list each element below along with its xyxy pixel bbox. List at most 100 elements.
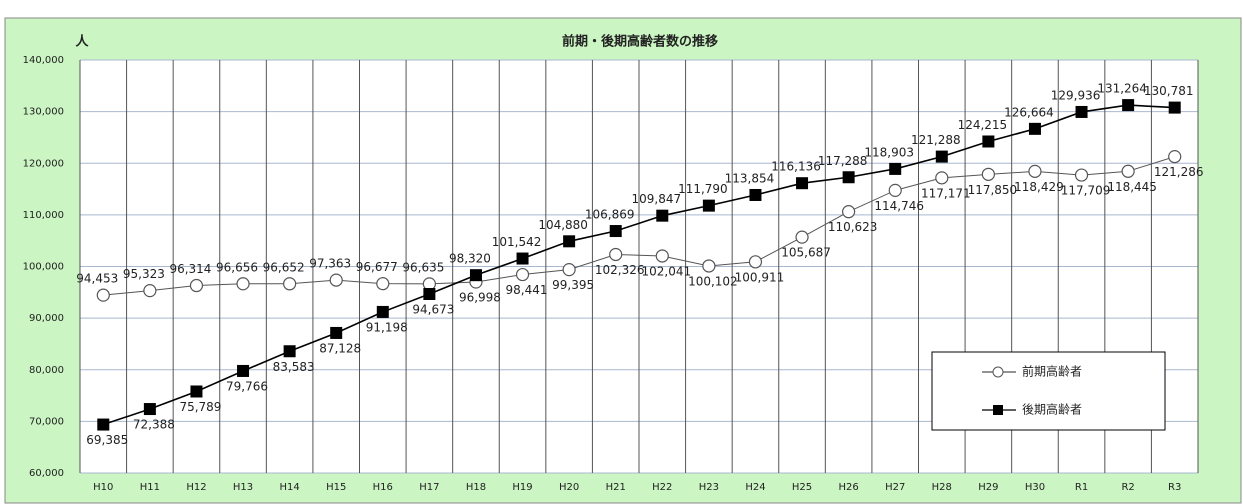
point — [795, 230, 809, 244]
value-label: 116,136 — [771, 160, 821, 174]
legend-box — [931, 351, 1166, 431]
value-label: 118,903 — [864, 145, 914, 159]
value-label: 106,869 — [585, 208, 635, 222]
value-label: 118,429 — [1014, 180, 1064, 194]
x-tick-label: H10 — [93, 482, 113, 493]
point — [889, 162, 902, 175]
value-label: 102,326 — [595, 263, 645, 277]
x-tick-label: H26 — [839, 482, 859, 493]
y-tick-label: 100,000 — [23, 262, 64, 273]
point — [189, 278, 204, 293]
point — [563, 235, 576, 248]
value-label: 75,789 — [179, 400, 221, 414]
point — [96, 288, 110, 302]
point — [655, 249, 669, 263]
value-label: 118,445 — [1107, 180, 1157, 194]
point — [190, 385, 203, 398]
y-tick-label: 60,000 — [29, 468, 64, 479]
value-label: 96,998 — [459, 290, 501, 304]
x-tick-label: H12 — [186, 482, 206, 493]
point — [702, 259, 716, 273]
point — [1075, 105, 1088, 118]
x-tick-label: H13 — [233, 482, 253, 493]
value-label: 96,652 — [263, 260, 305, 274]
value-label: 102,041 — [641, 264, 691, 278]
legend-marker — [992, 366, 1004, 378]
value-label: 117,709 — [1061, 184, 1111, 198]
x-tick-label: H29 — [978, 482, 998, 493]
value-label: 96,635 — [402, 260, 444, 274]
value-label: 99,395 — [552, 278, 594, 292]
x-tick-label: H11 — [140, 482, 160, 493]
value-label: 101,542 — [492, 235, 542, 249]
value-label: 87,128 — [319, 341, 361, 355]
x-tick-label: H20 — [559, 482, 579, 493]
legend-label: 後期高齢者 — [1022, 402, 1082, 417]
value-label: 126,664 — [1004, 105, 1054, 119]
value-label: 130,781 — [1144, 84, 1194, 98]
value-label: 129,936 — [1051, 88, 1101, 102]
point — [1074, 168, 1089, 182]
point — [1168, 150, 1182, 164]
value-label: 94,673 — [412, 303, 454, 317]
value-label: 96,677 — [356, 260, 398, 274]
value-label: 124,215 — [958, 118, 1008, 132]
legend-label: 前期高齢者 — [1022, 364, 1082, 379]
point — [935, 171, 949, 185]
point — [515, 267, 530, 282]
legend-marker — [993, 405, 1003, 415]
value-label: 121,286 — [1154, 165, 1204, 179]
chart-title: 前期・後期高齢者数の推移 — [562, 34, 718, 50]
value-label: 69,385 — [86, 433, 128, 447]
point — [97, 418, 110, 431]
point — [609, 247, 623, 262]
point — [1028, 164, 1042, 178]
point — [1028, 122, 1041, 135]
value-label: 96,314 — [169, 262, 211, 276]
point — [842, 205, 856, 219]
value-label: 117,288 — [818, 154, 868, 168]
x-tick-label: H14 — [280, 482, 300, 493]
point — [143, 403, 156, 416]
x-tick-label: H18 — [466, 482, 486, 493]
value-label: 117,850 — [968, 183, 1018, 197]
value-label: 91,198 — [366, 320, 408, 334]
point — [982, 135, 995, 148]
value-label: 100,911 — [735, 270, 785, 284]
x-tick-label: H16 — [373, 482, 393, 493]
point — [516, 252, 529, 265]
x-tick-label: H17 — [419, 482, 439, 493]
series-line — [103, 156, 1175, 296]
x-tick-label: R1 — [1075, 482, 1088, 493]
y-tick-label: 70,000 — [29, 416, 64, 427]
value-label: 98,441 — [506, 283, 548, 297]
value-label: 113,854 — [725, 171, 775, 185]
y-tick-label: 90,000 — [29, 313, 64, 324]
point — [236, 277, 250, 291]
value-label: 83,583 — [273, 360, 315, 374]
point — [376, 305, 389, 318]
point — [656, 209, 669, 222]
y-tick-label: 140,000 — [23, 55, 64, 66]
point — [749, 188, 762, 201]
x-tick-label: H22 — [652, 482, 672, 493]
x-tick-label: H19 — [512, 482, 532, 493]
value-label: 104,880 — [538, 218, 588, 232]
point — [562, 263, 576, 277]
x-tick-label: R2 — [1121, 482, 1134, 493]
x-tick-label: H15 — [326, 482, 346, 493]
point — [748, 255, 763, 269]
point — [237, 364, 250, 377]
value-label: 98,320 — [449, 252, 491, 266]
value-label: 121,288 — [911, 133, 961, 147]
value-label: 105,687 — [781, 246, 831, 260]
value-label: 95,323 — [123, 267, 165, 281]
y-tick-label: 130,000 — [23, 107, 64, 118]
point — [376, 277, 390, 291]
point — [330, 326, 343, 339]
point — [423, 288, 436, 301]
point — [935, 150, 948, 163]
x-tick-label: H21 — [606, 482, 626, 493]
point — [329, 273, 343, 287]
